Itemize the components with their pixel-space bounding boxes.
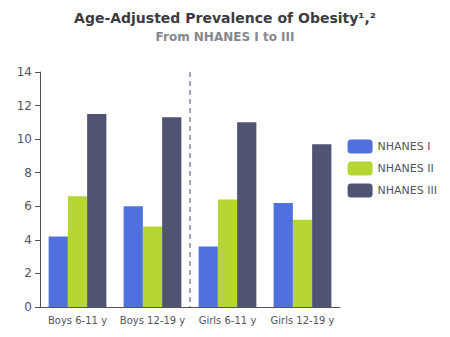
svg-text:Boys 6-11 y: Boys 6-11 y	[48, 315, 107, 326]
svg-text:Age-Adjusted Prevalence of Obe: Age-Adjusted Prevalence of Obesity¹,²	[74, 10, 376, 26]
svg-text:4: 4	[24, 233, 32, 247]
svg-text:12: 12	[17, 99, 32, 113]
svg-text:0: 0	[24, 300, 32, 314]
svg-text:Boys 12-19 y: Boys 12-19 y	[120, 315, 186, 326]
svg-text:2: 2	[24, 266, 32, 280]
svg-text:Girls 12-19 y: Girls 12-19 y	[271, 315, 335, 326]
svg-text:6: 6	[24, 199, 32, 213]
svg-text:10: 10	[17, 132, 32, 146]
svg-text:NHANES III: NHANES III	[378, 184, 437, 197]
svg-text:Girls 6-11 y: Girls 6-11 y	[199, 315, 257, 326]
svg-text:NHANES I: NHANES I	[378, 140, 431, 153]
svg-text:8: 8	[24, 166, 32, 180]
svg-text:From NHANES I to III: From NHANES I to III	[156, 30, 295, 44]
svg-text:14: 14	[17, 65, 32, 79]
svg-text:NHANES II: NHANES II	[378, 162, 434, 175]
